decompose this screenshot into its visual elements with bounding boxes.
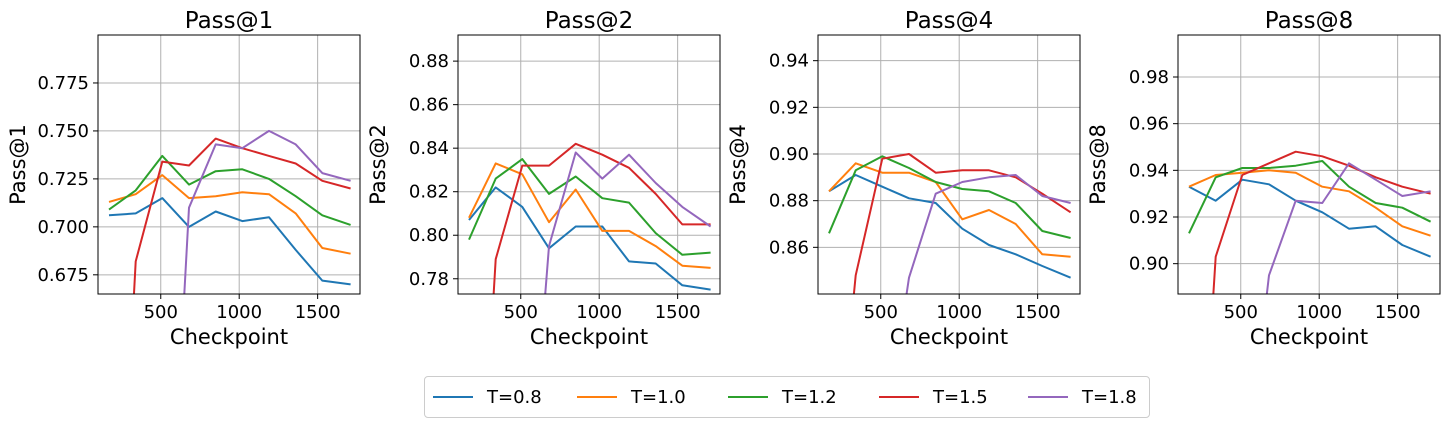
panel-4-ytick-label-4: 0.98	[1129, 67, 1169, 88]
panel-3-ylabel: Pass@4	[726, 124, 750, 205]
panel-2-frame	[457, 34, 721, 295]
panel-2-ytick-label-0: 0.78	[409, 269, 449, 290]
panel-1-ytick-label-3: 0.750	[37, 121, 89, 142]
panel-4-ylabel: Pass@8	[1086, 124, 1110, 205]
panel-1-title: Pass@1	[185, 8, 274, 34]
panel-2-xtick-label-1000: 1000	[576, 302, 622, 323]
panel-3-series	[828, 153, 1072, 294]
panel-3-ytick-label-0: 0.86	[769, 237, 809, 258]
panel-2-xlabel: Checkpoint	[530, 325, 648, 349]
panel-3-title: Pass@4	[905, 8, 994, 34]
panel-1-series	[108, 129, 351, 294]
panel-3-line-t-1-0	[828, 162, 1071, 258]
panel-3-ytick-label-3: 0.92	[769, 97, 809, 118]
panel-1-line-t-1-5	[132, 137, 351, 294]
panel-3-line-t-1-2	[828, 155, 1071, 239]
legend-swatch-t1-8	[1028, 396, 1068, 398]
panel-4-line-t-1-0	[1188, 169, 1431, 237]
panel-3-ytick-label-1: 0.88	[769, 191, 809, 212]
panel-2-line-t-1-5	[492, 142, 711, 294]
panel-1-xtick-label-1000: 1000	[216, 302, 262, 323]
panel-2-line-t-1-8	[544, 151, 712, 294]
panel-1-line-t-0-8	[108, 197, 351, 286]
panel-4-line-t-0-8	[1188, 178, 1431, 258]
panel-4-ytick-label-1: 0.92	[1129, 207, 1169, 228]
panel-2-line-t-1-2	[468, 158, 711, 256]
panel-2-ytick-label-2: 0.82	[409, 182, 449, 203]
legend: T=0.8 T=1.0 T=1.2 T=1.5 T=1.8	[424, 376, 1150, 418]
panel-3-ytick-label-4: 0.94	[769, 51, 809, 72]
legend-label-t1-8: T=1.8	[1082, 386, 1137, 408]
panel-4-line-t-1-5	[1212, 150, 1431, 294]
panel-1: 500 1000 1500 0.675 0.700 0.725 0.750 0.775 Pass…	[6, 8, 361, 349]
panel-4-xlabel: Checkpoint	[1250, 325, 1368, 349]
panel-4-series	[1188, 150, 1432, 294]
panel-1-xlabel: Checkpoint	[170, 325, 288, 349]
panel-1-ylabel: Pass@1	[6, 124, 30, 205]
panel-4-ytick-label-0: 0.90	[1129, 254, 1169, 275]
legend-item-t1-5: T=1.5	[879, 377, 988, 417]
panel-1-ytick-label-1: 0.700	[37, 217, 89, 238]
panel-2-ytick-label-5: 0.88	[409, 51, 449, 72]
panel-1-ytick-label-4: 0.775	[37, 73, 89, 94]
panel-3-line-t-1-8	[905, 174, 1071, 294]
legend-item-t1-8: T=1.8	[1028, 377, 1137, 417]
legend-item-t1-0: T=1.0	[577, 377, 686, 417]
panel-4-xtick-label-1500: 1500	[1375, 302, 1421, 323]
panel-3-xtick-label-1000: 1000	[936, 302, 982, 323]
panel-1-line-t-1-2	[108, 154, 351, 226]
panel-1-line-t-1-8	[183, 129, 351, 294]
legend-label-t1-0: T=1.0	[631, 386, 686, 408]
panel-3-frame	[817, 34, 1081, 295]
panel-2-ytick-label-1: 0.80	[409, 225, 449, 246]
legend-item-t0-8: T=0.8	[433, 377, 542, 417]
panel-1-frame	[97, 34, 361, 295]
panel-4-line-t-1-8	[1265, 162, 1431, 294]
panel-3-xtick-label-500: 500	[864, 302, 898, 323]
legend-label-t1-2: T=1.2	[782, 386, 837, 408]
legend-swatch-t1-0	[577, 396, 617, 398]
legend-label-t1-5: T=1.5	[933, 386, 988, 408]
panel-2-ylabel: Pass@2	[366, 124, 390, 205]
panel-1-ytick-label-2: 0.725	[37, 169, 89, 190]
panel-4-ytick-label-2: 0.94	[1129, 160, 1169, 181]
panel-1-xtick-label-1500: 1500	[295, 302, 341, 323]
legend-item-t1-2: T=1.2	[728, 377, 837, 417]
panel-2-title: Pass@2	[545, 8, 634, 34]
panel-4-xtick-label-1000: 1000	[1296, 302, 1342, 323]
panel-1-ytick-label-0: 0.675	[37, 265, 89, 286]
panel-4-title: Pass@8	[1265, 8, 1354, 34]
panel-1-xtick-label-500: 500	[144, 302, 178, 323]
panel-3: 500 1000 1500 0.86 0.88 0.90 0.92 0.94 Pass@4 Che…	[726, 8, 1081, 349]
legend-swatch-t0-8	[433, 396, 473, 398]
panel-3-xtick-label-1500: 1500	[1015, 302, 1061, 323]
panel-2-xtick-label-500: 500	[504, 302, 538, 323]
panel-3-line-t-0-8	[828, 174, 1071, 279]
panel-3-ytick-label-2: 0.90	[769, 144, 809, 165]
panel-3-xlabel: Checkpoint	[890, 325, 1008, 349]
legend-swatch-t1-5	[879, 396, 919, 398]
panel-4-ytick-label-3: 0.96	[1129, 114, 1169, 135]
panel-2-line-t-0-8	[468, 186, 711, 291]
legend-label-t0-8: T=0.8	[487, 386, 542, 408]
panel-2-series	[468, 142, 712, 294]
panel-2: 500 1000 1500 0.78 0.80 0.82 0.84 0.86 0.88 Pass@…	[366, 8, 721, 349]
panel-4-frame	[1177, 34, 1441, 295]
panel-2-ytick-label-3: 0.84	[409, 138, 449, 159]
panel-1-line-t-1-0	[108, 174, 351, 255]
panel-4-line-t-1-2	[1188, 160, 1432, 234]
legend-swatch-t1-2	[728, 396, 768, 398]
panel-4: 500 1000 1500 0.90 0.92 0.94 0.96 0.98 Pass@8 Che…	[1086, 8, 1441, 349]
panel-4-xtick-label-500: 500	[1224, 302, 1258, 323]
panel-2-xtick-label-1500: 1500	[655, 302, 701, 323]
panel-2-ytick-label-4: 0.86	[409, 95, 449, 116]
